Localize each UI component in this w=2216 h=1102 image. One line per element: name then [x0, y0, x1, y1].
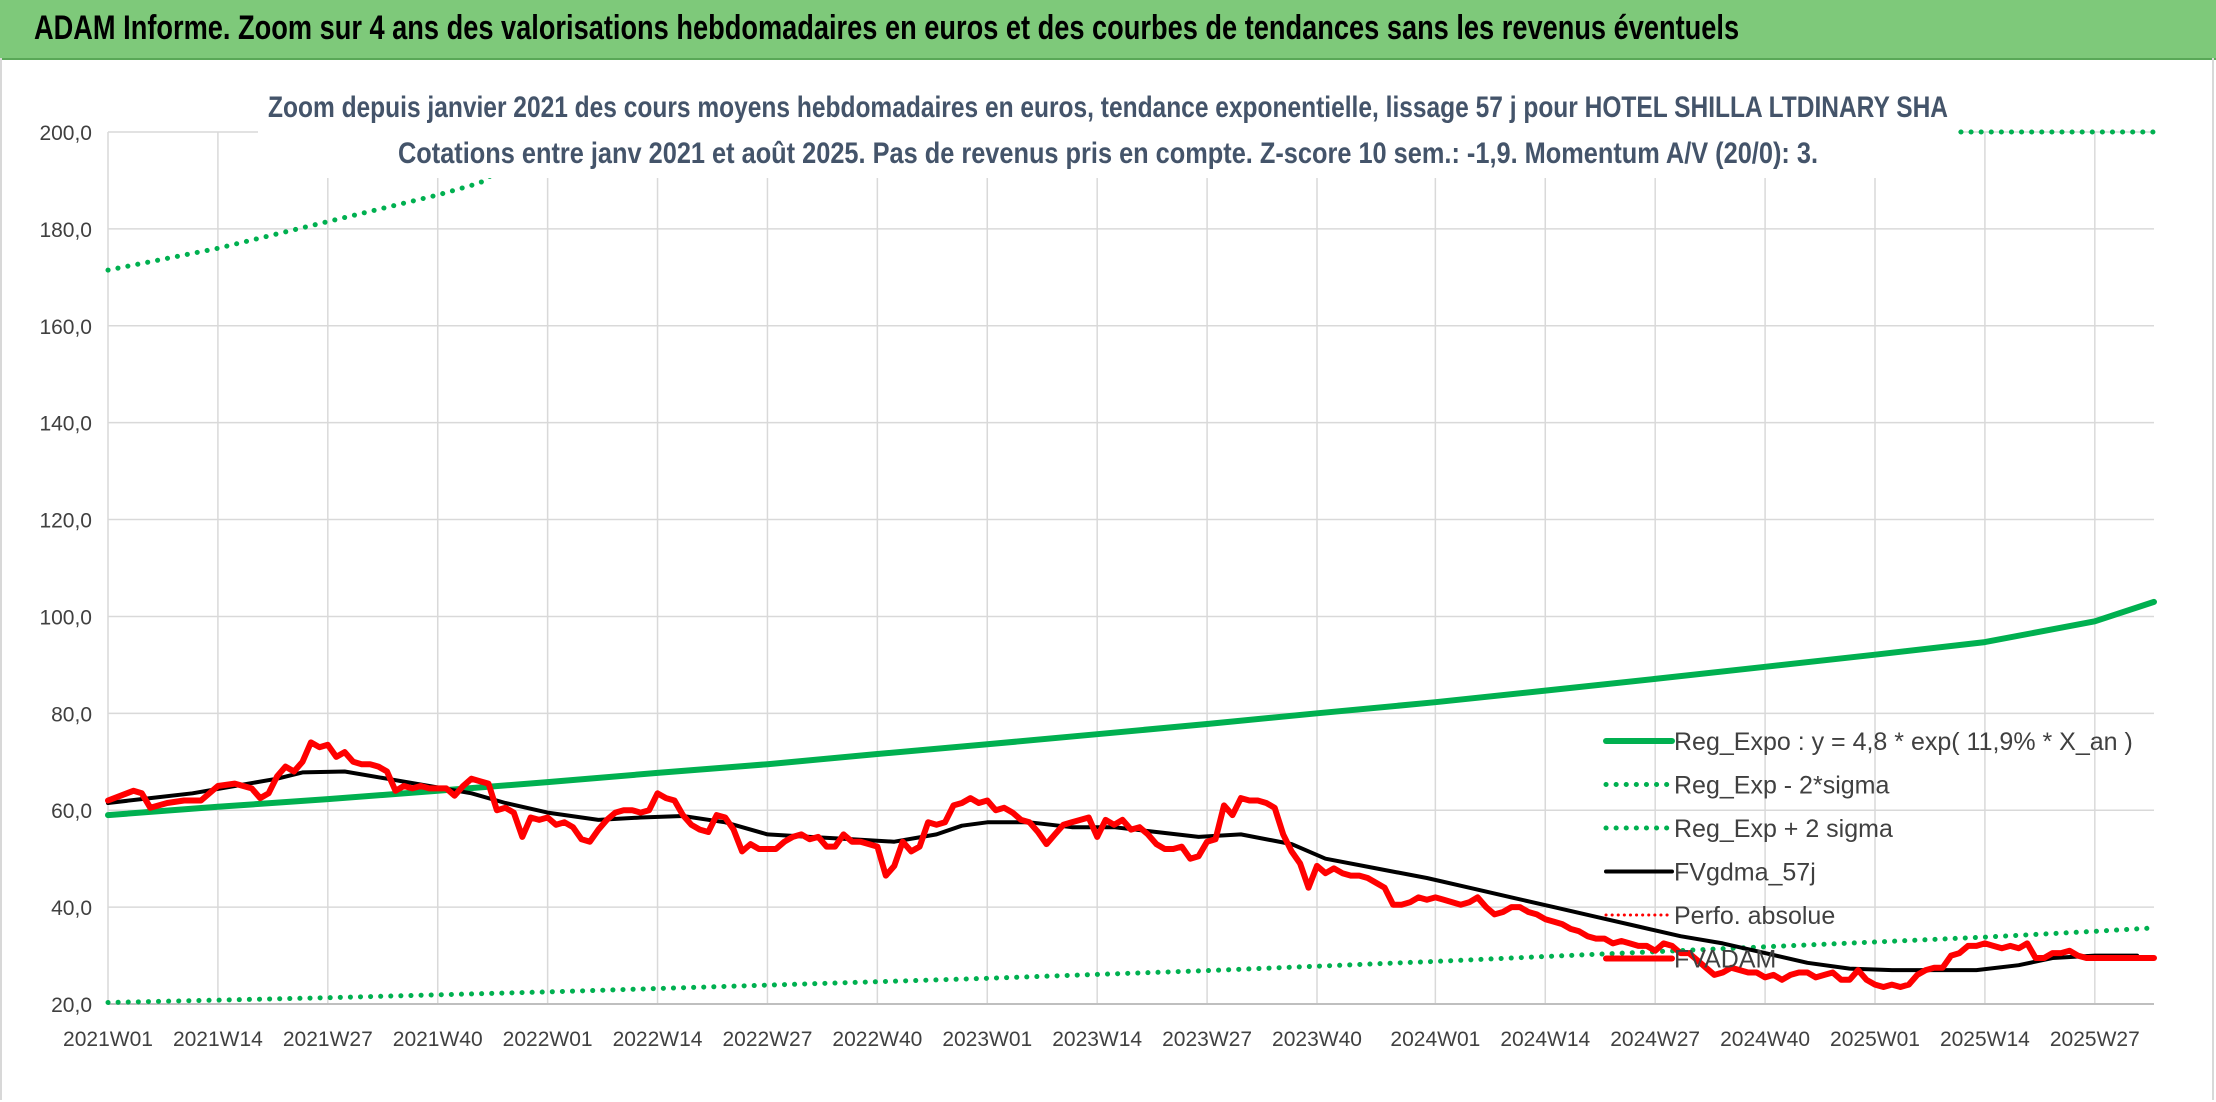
chart-title-line-1: Zoom depuis janvier 2021 des cours moyen…: [268, 91, 1948, 124]
legend-label: Reg_Exp + 2 sigma: [1674, 815, 1893, 843]
x-axis-ticks: 2021W01 2021W14 2021W27 2021W40 2022W01 2022W…: [63, 1028, 2140, 1051]
x-tick-label: 2023W27: [1162, 1028, 1252, 1051]
x-tick-label: 2021W14: [173, 1028, 263, 1051]
x-tick-label: 2021W27: [283, 1028, 373, 1051]
legend-label: FVgdma_57j: [1674, 859, 1816, 887]
x-tick-label: 2022W40: [832, 1028, 922, 1051]
y-tick-label: 100,0: [39, 606, 92, 629]
header-banner: ADAM Informe. Zoom sur 4 ans des valoris…: [0, 0, 2216, 60]
y-tick-label: 140,0: [39, 413, 92, 436]
y-axis-ticks: 20,0 40,0 60,0 80,0 100,0 120,0 140,0 160,0 180,…: [39, 122, 92, 1017]
x-tick-label: 2023W01: [942, 1028, 1032, 1051]
x-tick-label: 2023W40: [1272, 1028, 1362, 1051]
x-tick-label: 2025W27: [2050, 1028, 2140, 1051]
page-title: ADAM Informe. Zoom sur 4 ans des valoris…: [34, 9, 1740, 47]
y-tick-label: 120,0: [39, 510, 92, 533]
series-line-fvgdma-57j: [106, 769, 2140, 973]
y-tick-label: 200,0: [39, 122, 92, 145]
y-tick-label: 20,0: [51, 994, 92, 1017]
y-tick-label: 180,0: [39, 219, 92, 242]
y-tick-label: 160,0: [39, 316, 92, 339]
series-line-fvadam: [105, 739, 2157, 990]
x-tick-label: 2024W01: [1390, 1028, 1480, 1051]
x-tick-label: 2025W01: [1830, 1028, 1920, 1051]
x-tick-label: 2023W14: [1052, 1028, 1142, 1051]
x-tick-label: 2025W14: [1940, 1028, 2030, 1051]
legend-label: Perfo. absolue: [1674, 902, 1835, 930]
legend-label: FVADAM: [1674, 946, 1776, 974]
x-tick-label: 2022W01: [503, 1028, 593, 1051]
series-lines: [105, 129, 2157, 1005]
legend-label: Reg_Exp - 2*sigma: [1674, 772, 1889, 800]
chart-title-block: Zoom depuis janvier 2021 des cours moyen…: [258, 86, 1958, 178]
x-tick-label: 2022W27: [723, 1028, 813, 1051]
x-tick-label: 2021W01: [63, 1028, 153, 1051]
chart-title-line-2: Cotations entre janv 2021 et août 2025. …: [398, 137, 1818, 170]
x-tick-label: 2024W40: [1720, 1028, 1810, 1051]
legend-label: Reg_Expo : y = 4,8 * exp( 11,9% * X_an ): [1674, 728, 2133, 756]
gridlines: [107, 131, 2154, 1005]
series-line-reg-exp-2-sigma: [105, 925, 2157, 1005]
legend: Reg_Expo : y = 4,8 * exp( 11,9% * X_an )…: [1603, 728, 2133, 974]
y-tick-label: 40,0: [51, 897, 92, 920]
y-tick-label: 80,0: [51, 703, 92, 726]
x-tick-label: 2024W14: [1500, 1028, 1590, 1051]
page-frame: [0, 58, 2214, 1100]
y-tick-label: 60,0: [51, 800, 92, 823]
x-tick-label: 2024W27: [1610, 1028, 1700, 1051]
x-tick-label: 2021W40: [393, 1028, 483, 1051]
x-tick-label: 2022W14: [613, 1028, 703, 1051]
chart-title-background: [258, 86, 1958, 178]
